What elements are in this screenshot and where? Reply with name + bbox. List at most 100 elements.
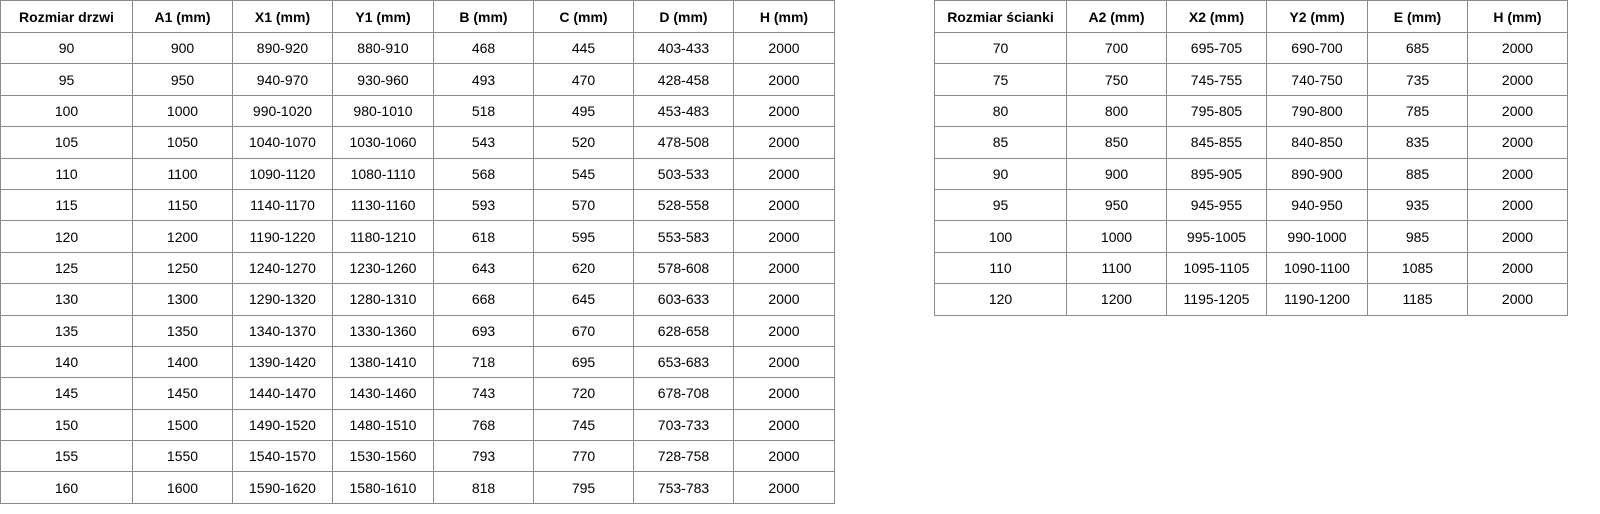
table-cell: 1530-1560 [332,440,434,473]
table-cell: 100 [0,94,133,128]
table-row: 115 1150 1140-1170 1130-1160 593 570 528-558 20… [0,188,835,222]
table-cell: 2000 [733,471,835,504]
table-cell: 1000 [132,94,233,128]
table-cell: 1040-1070 [232,126,333,159]
table-row: 105 1050 1040-1070 1030-1060 543 520 478-508 20… [0,126,835,159]
table-cell: 2000 [733,157,835,190]
table-cell: 740-750 [1266,63,1368,96]
table-cell: 543 [433,126,534,159]
table-cell: 700 [1066,31,1167,65]
table-cell: 1140-1170 [232,188,333,222]
table-cell: 930-960 [332,63,434,96]
table-cell: 678-708 [633,377,734,410]
table-row: 150 1500 1490-1520 1480-1510 768 745 703-733 20… [0,408,835,442]
table-cell: 785 [1367,94,1468,128]
table-cell: 618 [433,220,534,253]
table-cell: 2000 [733,314,835,347]
table-cell: 690-700 [1266,31,1368,65]
table-cell: 1440-1470 [232,377,333,410]
column-header: D (mm) [633,0,734,33]
table-cell: 90 [0,31,133,65]
table-cell: 1200 [1066,283,1167,316]
table-cell: 1230-1260 [332,251,434,285]
table-cell: 720 [533,377,634,410]
table-cell: 1190-1200 [1266,283,1368,316]
table-cell: 80 [934,94,1067,128]
table-cell: 403-433 [633,31,734,65]
table-cell: 120 [934,283,1067,316]
table-cell: 1080-1110 [332,157,434,190]
table-cell: 850 [1066,126,1167,159]
table-cell: 1590-1620 [232,471,333,504]
table-cell: 990-1020 [232,94,333,128]
table-cell: 1480-1510 [332,408,434,442]
table-cell: 70 [934,31,1067,65]
table-cell: 2000 [733,126,835,159]
table-cell: 140 [0,345,133,379]
table-cell: 155 [0,440,133,473]
table-cell: 1290-1320 [232,283,333,316]
column-header: B (mm) [433,0,534,33]
table-cell: 1180-1210 [332,220,434,253]
table-cell: 1030-1060 [332,126,434,159]
table-cell: 1450 [132,377,233,410]
table-cell: 90 [934,157,1067,190]
table-cell: 753-783 [633,471,734,504]
table-cell: 695 [533,345,634,379]
table-cell: 2000 [733,283,835,316]
table-cell: 653-683 [633,345,734,379]
table-cell: 568 [433,157,534,190]
wall-size-table: Rozmiar ścianki A2 (mm) X2 (mm) Y2 (mm) E (m… [934,0,1568,316]
table-cell: 2000 [733,251,835,285]
table-cell: 1600 [132,471,233,504]
table-cell: 620 [533,251,634,285]
table-cell: 115 [0,188,133,222]
column-header: Y1 (mm) [332,0,434,33]
table-cell: 950 [132,63,233,96]
table-cell: 445 [533,31,634,65]
table-cell: 900 [1066,157,1167,190]
table-cell: 950 [1066,188,1167,222]
table-cell: 100 [934,220,1067,253]
table-cell: 1090-1100 [1266,251,1368,285]
table-cell: 1050 [132,126,233,159]
table-cell: 645 [533,283,634,316]
table-cell: 1195-1205 [1166,283,1267,316]
table-cell: 1095-1105 [1166,251,1267,285]
table-cell: 1380-1410 [332,345,434,379]
table-cell: 528-558 [633,188,734,222]
header-row: Rozmiar ścianki A2 (mm) X2 (mm) Y2 (mm) E (m… [934,0,1568,33]
table-cell: 2000 [733,94,835,128]
table-cell: 890-900 [1266,157,1368,190]
table-row: 95 950 940-970 930-960 493 470 428-458 2000 [0,63,835,96]
table-cell: 835 [1367,126,1468,159]
table-cell: 800 [1066,94,1167,128]
table-cell: 880-910 [332,31,434,65]
table-cell: 718 [433,345,534,379]
table-cell: 1350 [132,314,233,347]
table-cell: 1430-1460 [332,377,434,410]
table-cell: 603-633 [633,283,734,316]
table-cell: 728-758 [633,440,734,473]
table-cell: 1190-1220 [232,220,333,253]
table-cell: 885 [1367,157,1468,190]
table-cell: 1150 [132,188,233,222]
table-row: 100 1000 995-1005 990-1000 985 2000 [934,220,1568,253]
table-row: 90 900 895-905 890-900 885 2000 [934,157,1568,190]
table-row: 125 1250 1240-1270 1230-1260 643 620 578-608 20… [0,251,835,285]
table-cell: 2000 [1467,94,1568,128]
table-cell: 890-920 [232,31,333,65]
table-cell: 2000 [733,31,835,65]
table-cell: 1185 [1367,283,1468,316]
column-header: Y2 (mm) [1266,0,1368,33]
table-cell: 1540-1570 [232,440,333,473]
table-cell: 428-458 [633,63,734,96]
table-cell: 940-950 [1266,188,1368,222]
table-cell: 770 [533,440,634,473]
table-cell: 643 [433,251,534,285]
table-cell: 750 [1066,63,1167,96]
table-cell: 593 [433,188,534,222]
table-cell: 495 [533,94,634,128]
table-cell: 745 [533,408,634,442]
table-row: 155 1550 1540-1570 1530-1560 793 770 728-758 20… [0,440,835,473]
